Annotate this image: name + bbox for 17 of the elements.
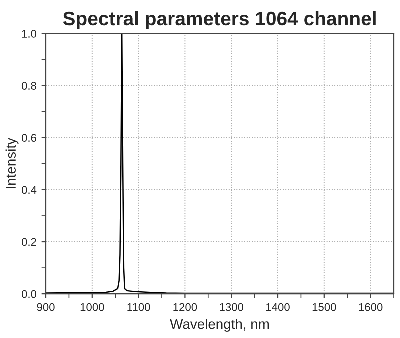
y-tick-label: 1.0: [22, 30, 37, 38]
y-tick-label: 0.8: [22, 82, 36, 90]
y-tick-label: 0.0: [22, 290, 37, 298]
y-tick-label: 0.4: [22, 186, 37, 194]
x-tick-label: 1500: [312, 303, 336, 312]
x-axis-title: Wavelength, nm: [170, 319, 270, 332]
x-tick-label: 1300: [220, 303, 244, 312]
x-tick-label: 1200: [174, 303, 198, 312]
x-tick-label: 1600: [359, 303, 383, 312]
y-axis-title: Intensity: [6, 138, 19, 189]
x-tick-label: 1400: [266, 303, 290, 312]
y-tick-label: 0.6: [22, 134, 36, 142]
x-tick-label: 1000: [80, 303, 104, 312]
x-tick-label: 900: [37, 303, 55, 312]
x-tick-label: 1100: [128, 303, 150, 312]
chart-title: Spectral parameters 1064 channel: [63, 11, 376, 30]
y-tick-label: 0.2: [22, 238, 36, 246]
